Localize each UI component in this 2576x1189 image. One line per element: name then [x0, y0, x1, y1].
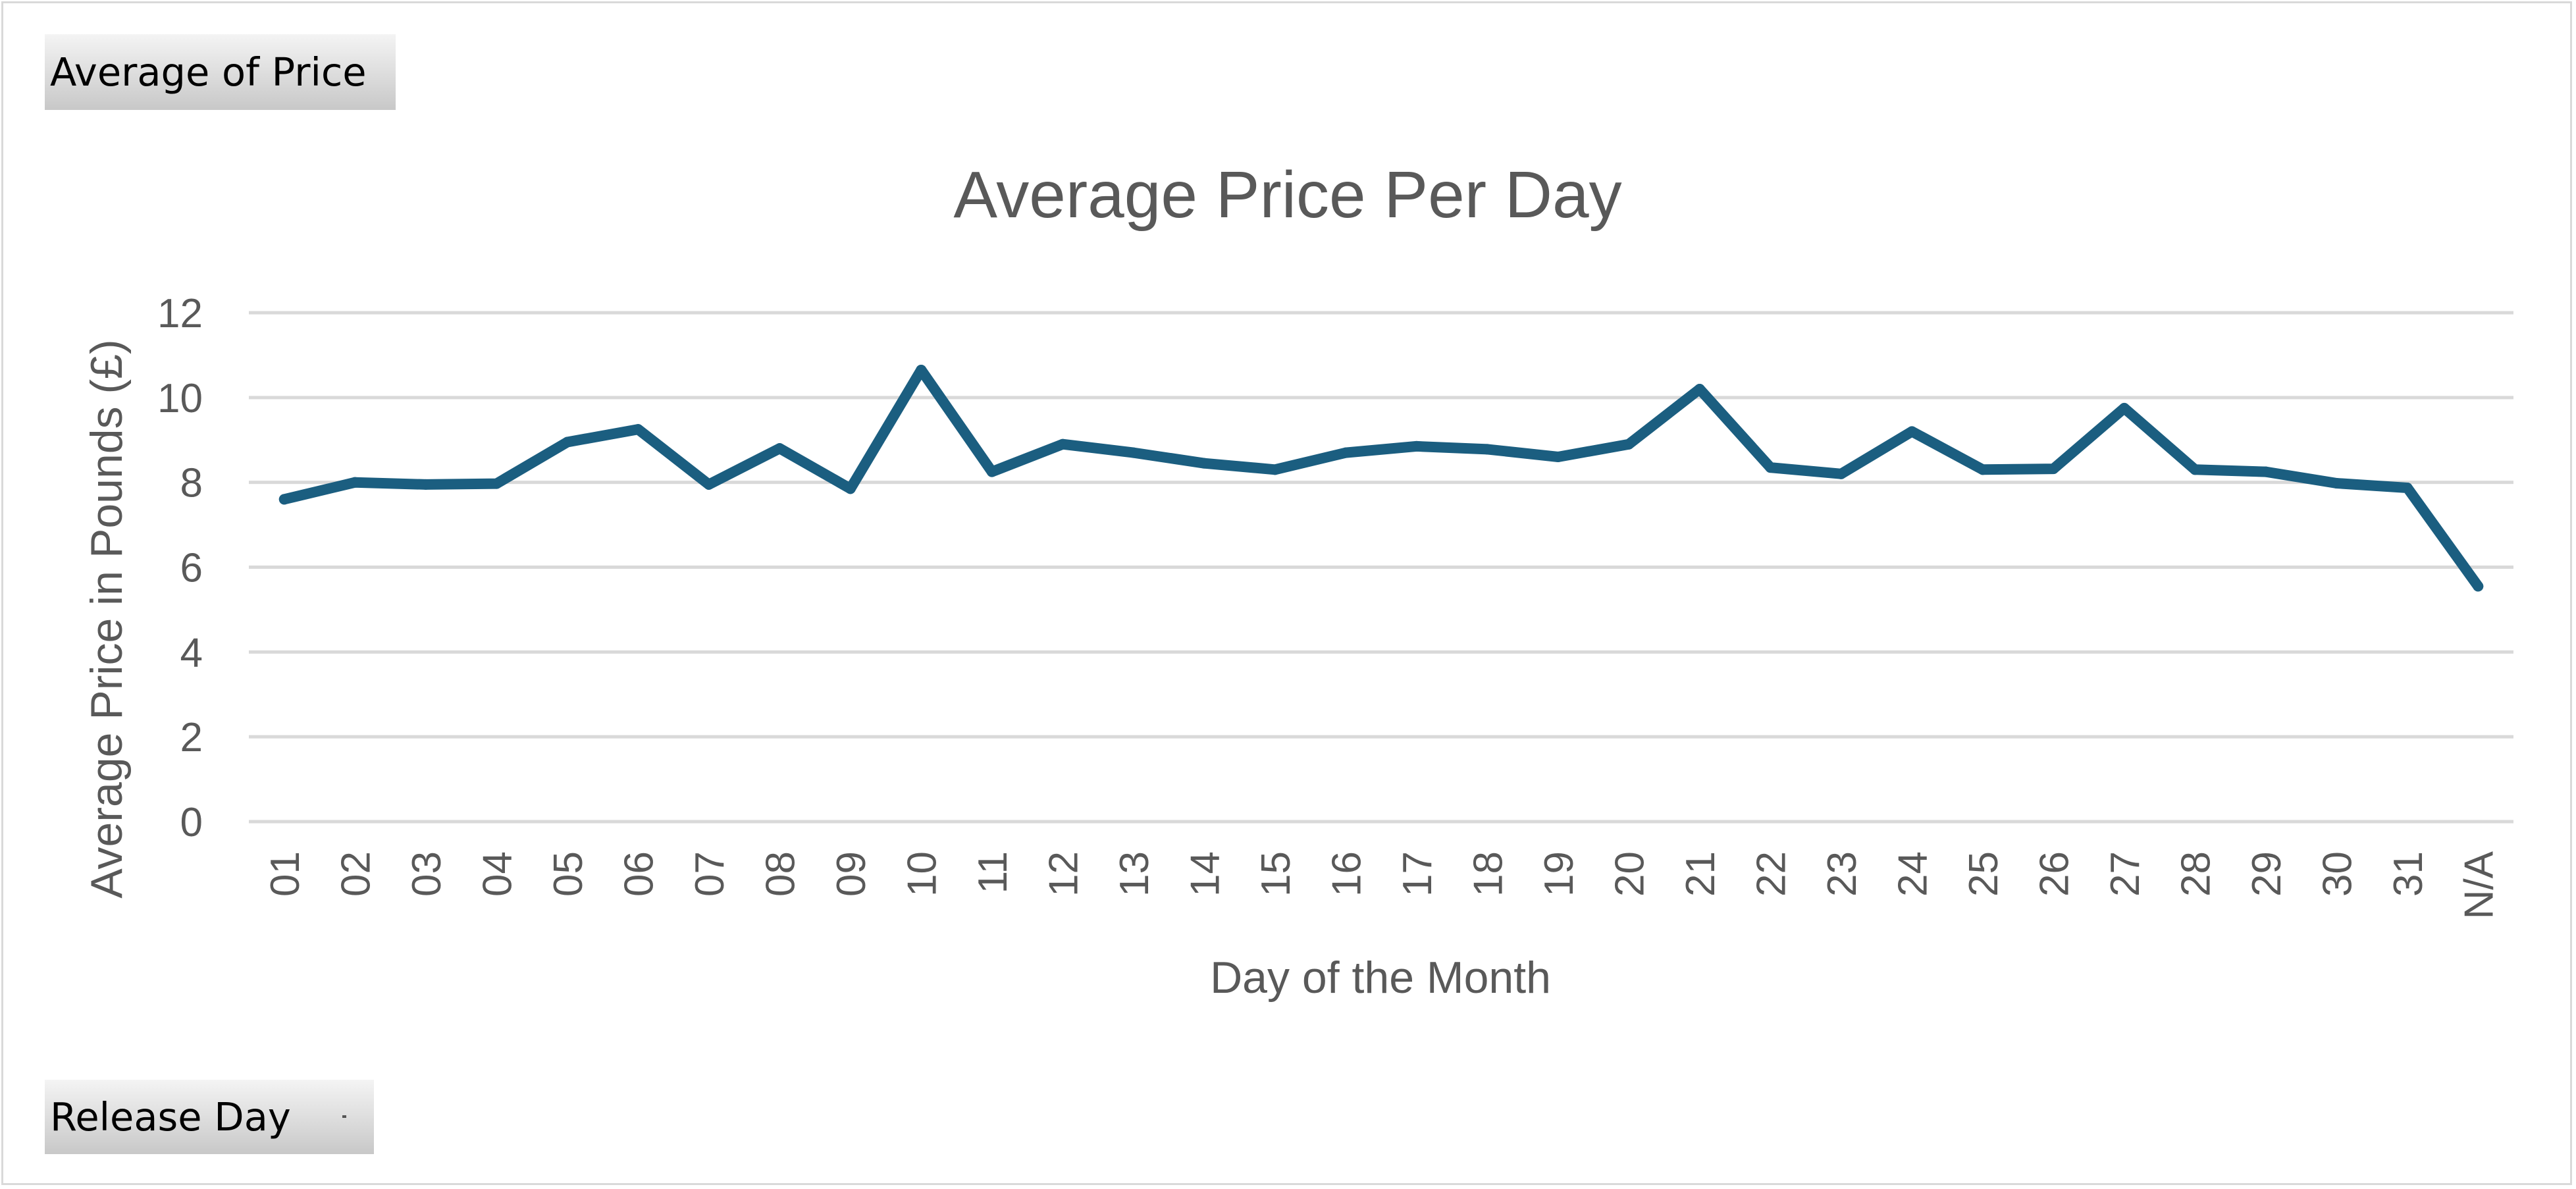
x-tick-label: 17 — [1395, 851, 1440, 897]
axis-field-label: Release Day — [50, 1094, 291, 1140]
data-point-06 — [633, 424, 644, 435]
x-tick-label: 16 — [1324, 851, 1369, 897]
x-tick-label: 06 — [616, 851, 662, 897]
data-point-25 — [1977, 464, 1988, 475]
x-tick-label: 08 — [758, 851, 803, 897]
chart-title: Average Price Per Day — [953, 158, 1621, 232]
data-point-N/A — [2473, 581, 2484, 592]
x-tick-label: 05 — [546, 851, 591, 897]
y-tick-label: 10 — [157, 376, 203, 421]
data-point-10 — [916, 364, 927, 375]
y-axis-title: Average Price in Pounds (£) — [82, 339, 132, 898]
data-point-15 — [1269, 464, 1280, 475]
value-field-label: Average of Price — [50, 49, 367, 95]
x-tick-label: 23 — [1820, 851, 1865, 897]
x-tick-label: 11 — [970, 851, 1016, 893]
x-axis-title: Day of the Month — [1210, 953, 1551, 1003]
data-point-28 — [2190, 464, 2201, 475]
data-point-03 — [420, 479, 431, 490]
x-tick-labels: 01 02 03 04 05 06 07 08 09 10 11 12 13 14 15 16 17 18 19 20… — [263, 851, 2502, 919]
x-tick-label: 26 — [2032, 851, 2077, 897]
x-tick-label: 29 — [2244, 851, 2290, 897]
data-point-20 — [1623, 438, 1635, 450]
x-tick-label: 02 — [333, 851, 379, 897]
y-tick-label: 8 — [180, 461, 203, 506]
x-tick-label: N/A — [2456, 851, 2502, 919]
y-tick-label: 4 — [180, 630, 203, 675]
data-point-26 — [2048, 463, 2059, 475]
x-tick-label: 21 — [1678, 851, 1723, 897]
x-tick-label: 19 — [1537, 851, 1582, 897]
data-point-24 — [1906, 426, 1918, 437]
data-point-16 — [1340, 447, 1352, 458]
data-point-17 — [1411, 440, 1422, 452]
x-tick-label: 15 — [1253, 851, 1299, 897]
data-point-01 — [278, 494, 290, 505]
x-tick-label: 27 — [2103, 851, 2148, 897]
x-tick-label: 03 — [404, 851, 450, 897]
series-group — [278, 364, 2484, 592]
data-point-07 — [703, 479, 714, 490]
data-point-21 — [1694, 383, 1705, 394]
x-tick-label: 14 — [1182, 851, 1228, 897]
data-point-11 — [986, 466, 997, 477]
data-point-05 — [562, 436, 573, 448]
data-point-30 — [2331, 477, 2342, 489]
x-tick-label: 10 — [899, 851, 945, 897]
x-tick-label: 24 — [1890, 851, 1935, 897]
x-tick-label: 01 — [263, 851, 308, 897]
axis-field-button[interactable]: Release Day — [45, 1080, 374, 1154]
x-tick-label: 28 — [2173, 851, 2219, 897]
x-tick-label: 31 — [2386, 851, 2431, 897]
x-tick-label: 25 — [1961, 851, 2007, 897]
dropdown-arrow-icon[interactable] — [342, 1115, 346, 1118]
x-tick-label: 13 — [1112, 851, 1157, 897]
x-tick-label: 18 — [1465, 851, 1511, 897]
x-tick-label: 07 — [687, 851, 733, 897]
x-tick-label: 20 — [1607, 851, 1652, 897]
data-point-29 — [2260, 466, 2271, 477]
x-tick-label: 22 — [1748, 851, 1794, 897]
y-tick-label: 0 — [180, 800, 203, 845]
x-tick-label: 12 — [1041, 851, 1086, 897]
data-point-27 — [2118, 402, 2130, 413]
series-line — [278, 365, 2484, 592]
data-point-12 — [1057, 438, 1068, 450]
y-tick-label: 6 — [180, 546, 203, 591]
x-tick-label: 30 — [2315, 851, 2360, 897]
data-point-02 — [350, 477, 361, 488]
data-point-04 — [491, 478, 502, 489]
data-point-13 — [1128, 447, 1139, 458]
y-tick-labels: 0 2 4 6 8 10 12 — [157, 291, 203, 845]
data-point-19 — [1552, 452, 1564, 463]
y-tick-label: 2 — [180, 715, 203, 760]
data-point-18 — [1482, 444, 1493, 455]
data-point-23 — [1835, 468, 1847, 479]
data-point-22 — [1765, 462, 1776, 473]
data-point-08 — [774, 443, 785, 454]
data-point-09 — [845, 483, 856, 494]
data-point-14 — [1199, 458, 1210, 469]
gridlines — [249, 311, 2513, 824]
x-tick-label: 09 — [829, 851, 874, 897]
value-field-button[interactable]: Average of Price — [45, 34, 396, 110]
y-tick-label: 12 — [157, 291, 203, 336]
x-tick-label: 04 — [475, 851, 520, 897]
data-point-31 — [2402, 483, 2413, 494]
